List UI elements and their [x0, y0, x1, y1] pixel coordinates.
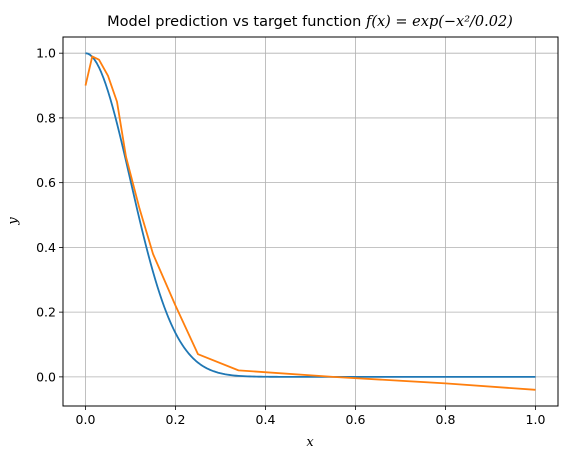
- x-tick-label: 1.0: [526, 412, 546, 427]
- y-tick-label: 0.6: [36, 175, 56, 190]
- x-tick-label: 0.8: [436, 412, 456, 427]
- plot-frame: [62, 36, 559, 407]
- y-axis-label: y: [6, 217, 21, 226]
- chart-title-math: f(x) = exp(−x²/0.02): [365, 14, 513, 30]
- y-tick-label: 1.0: [36, 46, 56, 61]
- ticks: 0.0 0.2 0.4 0.6 0.8 1.0 0.0 0.2 0.4 0.6 0.8 1.0: [36, 46, 545, 427]
- x-tick-label: 0.4: [256, 412, 276, 427]
- x-axis-label: x: [306, 435, 314, 450]
- y-tick-label: 0.8: [36, 110, 56, 125]
- series-line-1: [85, 52, 536, 378]
- x-tick-label: 0.2: [166, 412, 186, 427]
- x-tick-label: 0.0: [76, 412, 96, 427]
- series-line-2: [84, 55, 536, 391]
- series-layer: [84, 52, 536, 391]
- grid: [63, 37, 558, 406]
- y-tick-label: 0.4: [36, 240, 56, 255]
- y-tick-label: 0.0: [36, 369, 56, 384]
- chart-title-text: Model prediction vs target function: [107, 14, 366, 30]
- chart-title: Model prediction vs target function f(x)…: [107, 14, 513, 30]
- y-tick-label: 0.2: [36, 305, 56, 320]
- x-tick-label: 0.6: [346, 412, 366, 427]
